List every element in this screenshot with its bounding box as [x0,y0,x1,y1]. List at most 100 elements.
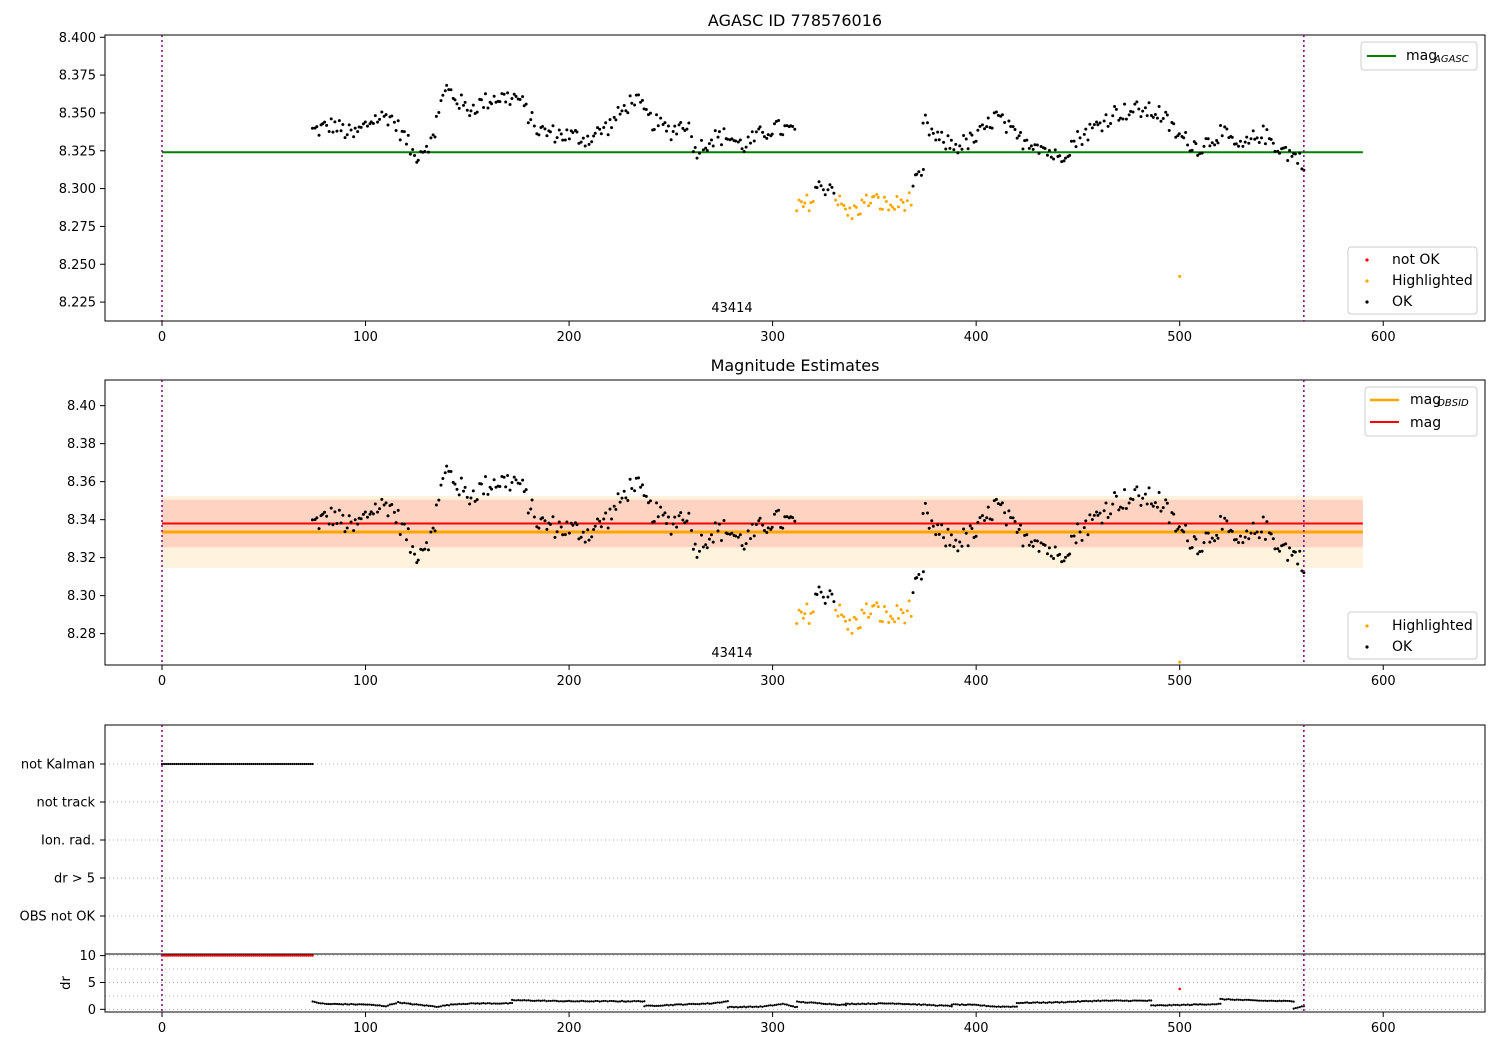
dr-point [1223,998,1226,1001]
dr-point [918,1003,921,1006]
data-point [1293,152,1297,156]
data-point [1007,509,1011,513]
data-point [1293,550,1297,554]
data-point [335,129,339,133]
clipped-dr-point [223,954,227,957]
data-point [1078,136,1082,140]
data-point [1237,541,1241,545]
data-point [1177,525,1181,529]
data-point [765,136,769,140]
data-point [931,131,935,135]
dr-point [745,1006,748,1009]
data-point [1298,151,1302,155]
data-point [777,508,781,512]
data-point [1109,122,1113,125]
dr-point [456,1003,459,1006]
data-point [671,522,675,526]
data-point [532,124,536,128]
data-point [329,506,333,510]
data-point [948,543,952,547]
dr-point [344,1002,347,1005]
data-point [413,154,417,157]
data-point [1165,113,1169,117]
data-point [339,129,343,133]
data-point [915,576,919,580]
dr-point [333,1002,337,1005]
data-point [1100,129,1104,133]
dr-point [588,1000,591,1003]
data-point [634,93,638,97]
data-point [317,133,321,137]
dr-point [445,1003,449,1007]
data-point [465,108,469,112]
data-point [457,106,461,110]
data-point [1210,536,1214,540]
flag-point [264,762,267,766]
data-point [583,540,587,544]
data-point [604,511,608,515]
dr-point [726,1006,729,1009]
data-point [565,520,569,524]
data-point [453,98,457,102]
data-point [537,133,541,137]
data-point [614,507,618,511]
data-point [1047,546,1051,550]
y-tick-label: 8.250 [59,258,96,273]
data-point [390,114,394,118]
dr-point [946,1004,949,1007]
data-point [575,130,579,134]
data-point [752,534,756,538]
data-point [701,545,705,549]
clipped-dr-point [274,954,278,957]
data-point [1257,141,1261,145]
data-point [976,128,980,132]
data-point [618,500,622,504]
flag-point [199,762,202,766]
dr-point [476,1002,479,1005]
dr-point [1044,1001,1047,1004]
data-point [404,142,408,146]
data-point [880,620,884,624]
data-point [1003,121,1007,125]
data-point [368,512,372,516]
clipped-dr-point [295,954,298,957]
data-point [805,193,809,197]
dr-point [604,999,607,1003]
data-point [882,605,886,609]
data-point [361,122,365,126]
dr-point [443,1004,447,1007]
category-label: OBS not OK [20,910,96,925]
data-point [878,619,882,623]
flag-point [160,762,164,766]
clipped-dr-point [268,954,272,957]
dr-point [1146,999,1149,1002]
dr-point [1001,1005,1004,1008]
data-point [1247,537,1251,541]
dr-point [732,1006,736,1009]
data-point [1058,552,1062,556]
data-point [1053,545,1057,549]
data-point [469,496,473,500]
data-point [661,123,665,126]
clipped-dr-point [236,954,239,957]
dr-point [781,1002,784,1005]
middle-panel-title: Magnitude Estimates [711,356,880,375]
dr-point [321,1002,324,1005]
data-point [518,482,522,486]
flag-point [217,762,221,766]
dr-point [513,999,516,1002]
data-point [1031,544,1035,548]
dr-point [449,1003,453,1006]
data-point [679,121,683,124]
data-point [327,522,331,526]
data-point [974,139,978,143]
dr-point [1125,999,1128,1002]
data-point [469,109,473,113]
dr-point [376,1004,379,1007]
data-point [748,141,752,145]
data-point [704,543,708,547]
dr-point [734,1005,738,1009]
data-point [960,147,964,151]
data-point [1151,115,1155,119]
